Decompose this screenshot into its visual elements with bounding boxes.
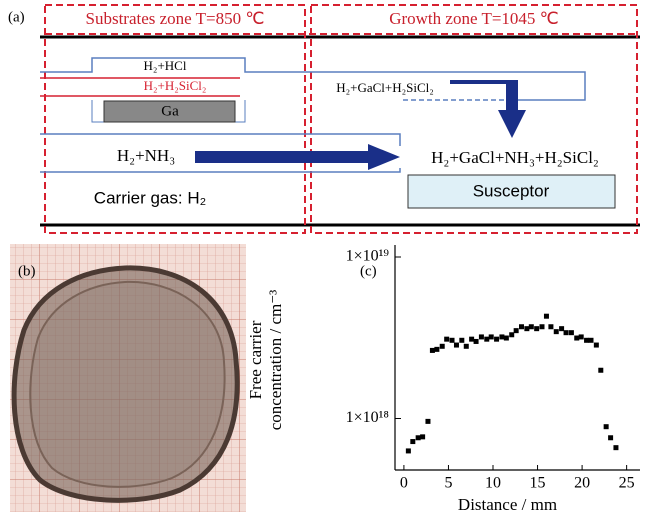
x-tick-label: 5 bbox=[444, 475, 452, 492]
point bbox=[528, 324, 534, 330]
photo: (b) bbox=[10, 244, 246, 512]
point bbox=[499, 334, 505, 340]
point bbox=[603, 424, 609, 430]
point bbox=[425, 418, 431, 424]
gas-label: H₂+GaCl+H₂SiCl₂ bbox=[336, 80, 434, 95]
point bbox=[548, 324, 554, 330]
x-tick-label: 20 bbox=[574, 475, 590, 492]
point bbox=[534, 326, 540, 332]
point bbox=[513, 328, 519, 334]
point bbox=[563, 330, 569, 336]
point bbox=[420, 434, 426, 440]
gas-label: H₂+GaCl+NH₃+H₂SiCl₂ bbox=[431, 148, 599, 167]
point bbox=[574, 335, 580, 341]
x-tick-label: 25 bbox=[619, 475, 635, 492]
point bbox=[578, 334, 584, 340]
point bbox=[584, 337, 590, 343]
point bbox=[503, 335, 509, 341]
point bbox=[453, 342, 459, 348]
point bbox=[434, 346, 440, 352]
point bbox=[613, 445, 619, 451]
point bbox=[543, 313, 549, 319]
point bbox=[405, 448, 411, 454]
point bbox=[593, 342, 599, 348]
gas-label: H₂+NH₃ bbox=[117, 146, 175, 165]
point bbox=[598, 367, 604, 373]
point bbox=[478, 334, 484, 340]
point bbox=[509, 332, 515, 338]
point bbox=[415, 435, 421, 441]
ga-label: Ga bbox=[161, 103, 179, 119]
x-axis-label: Distance / mm bbox=[458, 495, 557, 514]
point bbox=[459, 337, 465, 343]
schematic: (a) Substrates zone T=850 ℃ Growth zone … bbox=[8, 4, 640, 234]
point bbox=[539, 324, 545, 330]
panel-label: (c) bbox=[360, 263, 377, 279]
point bbox=[469, 336, 475, 342]
y-axis-label: concentration / cm⁻³ bbox=[266, 290, 285, 431]
x-tick-label: 10 bbox=[485, 475, 501, 492]
point bbox=[484, 336, 490, 342]
zone-title: Substrates zone T=850 ℃ bbox=[86, 9, 265, 28]
point bbox=[429, 347, 435, 353]
chart: (c) 0 5 10 15 20 25 1×10¹⁸ 1×10¹⁹ Distance / mm F… bbox=[246, 245, 640, 514]
y-axis-label: Free carrier bbox=[246, 320, 265, 399]
point bbox=[588, 337, 594, 343]
point bbox=[463, 343, 469, 349]
carrier-label: Carrier gas: H₂ bbox=[94, 188, 206, 207]
point bbox=[559, 326, 565, 332]
point bbox=[439, 343, 445, 349]
point bbox=[473, 338, 479, 344]
zone-title: Growth zone T=1045 ℃ bbox=[389, 9, 559, 28]
point bbox=[553, 329, 559, 335]
gas-label: H₂+H₂SiCl₂ bbox=[144, 78, 207, 93]
y-tick-label: 1×10¹⁹ bbox=[346, 248, 390, 265]
point bbox=[494, 336, 500, 342]
point bbox=[608, 435, 614, 441]
point bbox=[519, 324, 525, 330]
point bbox=[449, 337, 455, 343]
gas-label: H₂+HCl bbox=[144, 58, 187, 73]
y-tick-label: 1×10¹⁸ bbox=[346, 409, 389, 426]
susceptor-label: Susceptor bbox=[473, 181, 550, 200]
panel-label: (a) bbox=[8, 9, 25, 25]
x-tick-label: 15 bbox=[530, 475, 546, 492]
x-tick-label: 0 bbox=[400, 475, 408, 492]
panel-label: (b) bbox=[18, 263, 36, 279]
point bbox=[568, 330, 574, 336]
point bbox=[488, 334, 494, 340]
point bbox=[444, 336, 450, 342]
point bbox=[410, 439, 416, 445]
point bbox=[524, 326, 530, 332]
